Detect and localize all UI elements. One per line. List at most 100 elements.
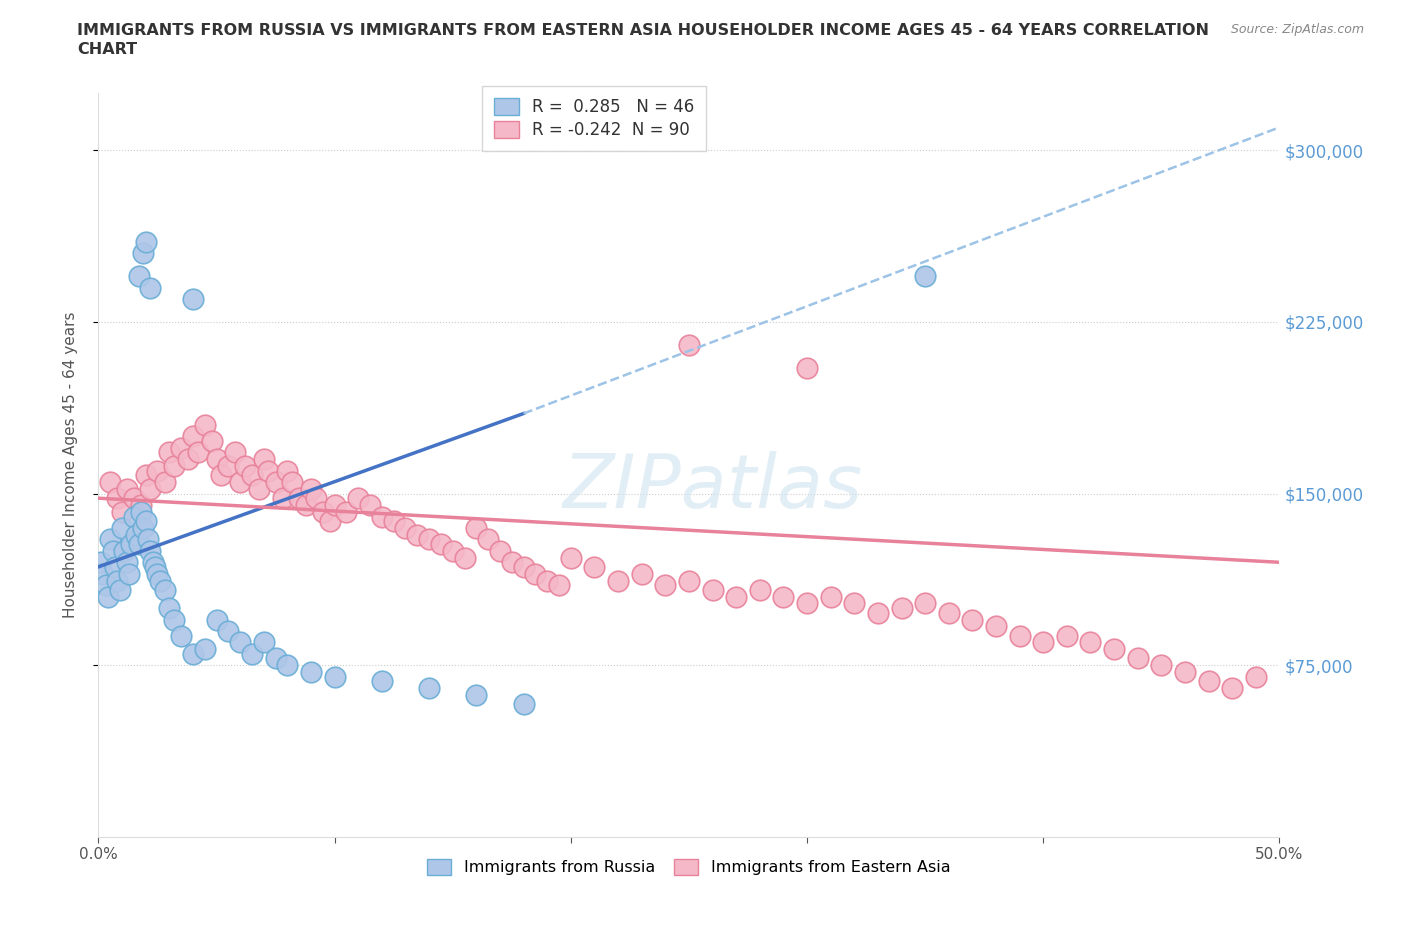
Point [1056, 628, 1078, 643]
Point [453, 551, 475, 565]
Point [524, 566, 547, 581]
Point [264, 651, 287, 666]
Point [501, 555, 523, 570]
Point [247, 482, 270, 497]
Point [112, 543, 135, 558]
Point [125, 527, 148, 542]
Point [181, 646, 204, 661]
Point [111, 504, 134, 519]
Point [129, 504, 152, 519]
Point [205, 612, 228, 627]
Point [441, 543, 464, 558]
Point [128, 537, 150, 551]
Point [1198, 674, 1220, 689]
Point [382, 513, 405, 528]
Point [101, 543, 124, 558]
Point [984, 619, 1007, 634]
Point [938, 605, 960, 620]
Point [820, 590, 842, 604]
Text: Source: ZipAtlas.com: Source: ZipAtlas.com [1230, 23, 1364, 36]
Point [607, 573, 630, 588]
Point [115, 482, 138, 497]
Point [163, 612, 186, 627]
Point [394, 521, 416, 536]
Point [276, 463, 298, 478]
Point [122, 491, 145, 506]
Point [654, 578, 676, 592]
Point [90, 555, 112, 570]
Point [678, 573, 700, 588]
Point [146, 566, 169, 581]
Point [1080, 635, 1102, 650]
Point [512, 697, 534, 711]
Point [678, 338, 700, 352]
Point [1244, 670, 1267, 684]
Point [139, 543, 162, 558]
Point [181, 292, 204, 307]
Point [359, 498, 381, 512]
Point [1126, 651, 1149, 666]
Point [914, 596, 936, 611]
Point [962, 612, 984, 627]
Point [253, 452, 276, 467]
Point [194, 642, 217, 657]
Y-axis label: Householder Income Ages 45 - 64 years: Householder Income Ages 45 - 64 years [63, 312, 77, 618]
Point [135, 513, 157, 528]
Point [170, 628, 193, 643]
Point [136, 532, 159, 547]
Point [135, 468, 157, 483]
Point [772, 590, 794, 604]
Point [177, 452, 200, 467]
Point [890, 601, 912, 616]
Point [253, 635, 276, 650]
Point [560, 551, 582, 565]
Point [111, 521, 134, 536]
Point [115, 555, 138, 570]
Point [97, 590, 120, 604]
Text: ZIPatlas: ZIPatlas [562, 451, 863, 524]
Point [512, 560, 534, 575]
Legend: Immigrants from Russia, Immigrants from Eastern Asia: Immigrants from Russia, Immigrants from … [418, 849, 960, 884]
Point [122, 509, 145, 524]
Point [305, 491, 328, 506]
Point [281, 474, 304, 489]
Point [104, 560, 127, 575]
Point [1032, 635, 1054, 650]
Point [108, 582, 131, 597]
Point [299, 665, 322, 680]
Point [105, 491, 128, 506]
Point [129, 498, 152, 512]
Point [98, 474, 121, 489]
Point [153, 474, 176, 489]
Point [583, 560, 606, 575]
Point [240, 468, 263, 483]
Point [323, 498, 346, 512]
Point [201, 433, 224, 448]
Point [1150, 658, 1173, 672]
Point [418, 532, 440, 547]
Point [233, 458, 256, 473]
Point [163, 458, 186, 473]
Point [319, 513, 342, 528]
Text: CHART: CHART [77, 42, 138, 57]
Point [299, 482, 322, 497]
Point [187, 445, 209, 459]
Point [748, 582, 770, 597]
Point [371, 509, 394, 524]
Point [406, 527, 429, 542]
Point [209, 468, 232, 483]
Point [323, 670, 346, 684]
Point [489, 543, 512, 558]
Point [149, 573, 172, 588]
Point [371, 674, 394, 689]
Point [229, 635, 252, 650]
Point [276, 658, 298, 672]
Point [157, 601, 180, 616]
Point [312, 504, 335, 519]
Point [94, 578, 117, 592]
Point [217, 623, 239, 638]
Point [465, 521, 488, 536]
Point [157, 445, 180, 459]
Point [1174, 665, 1197, 680]
Point [139, 280, 162, 295]
